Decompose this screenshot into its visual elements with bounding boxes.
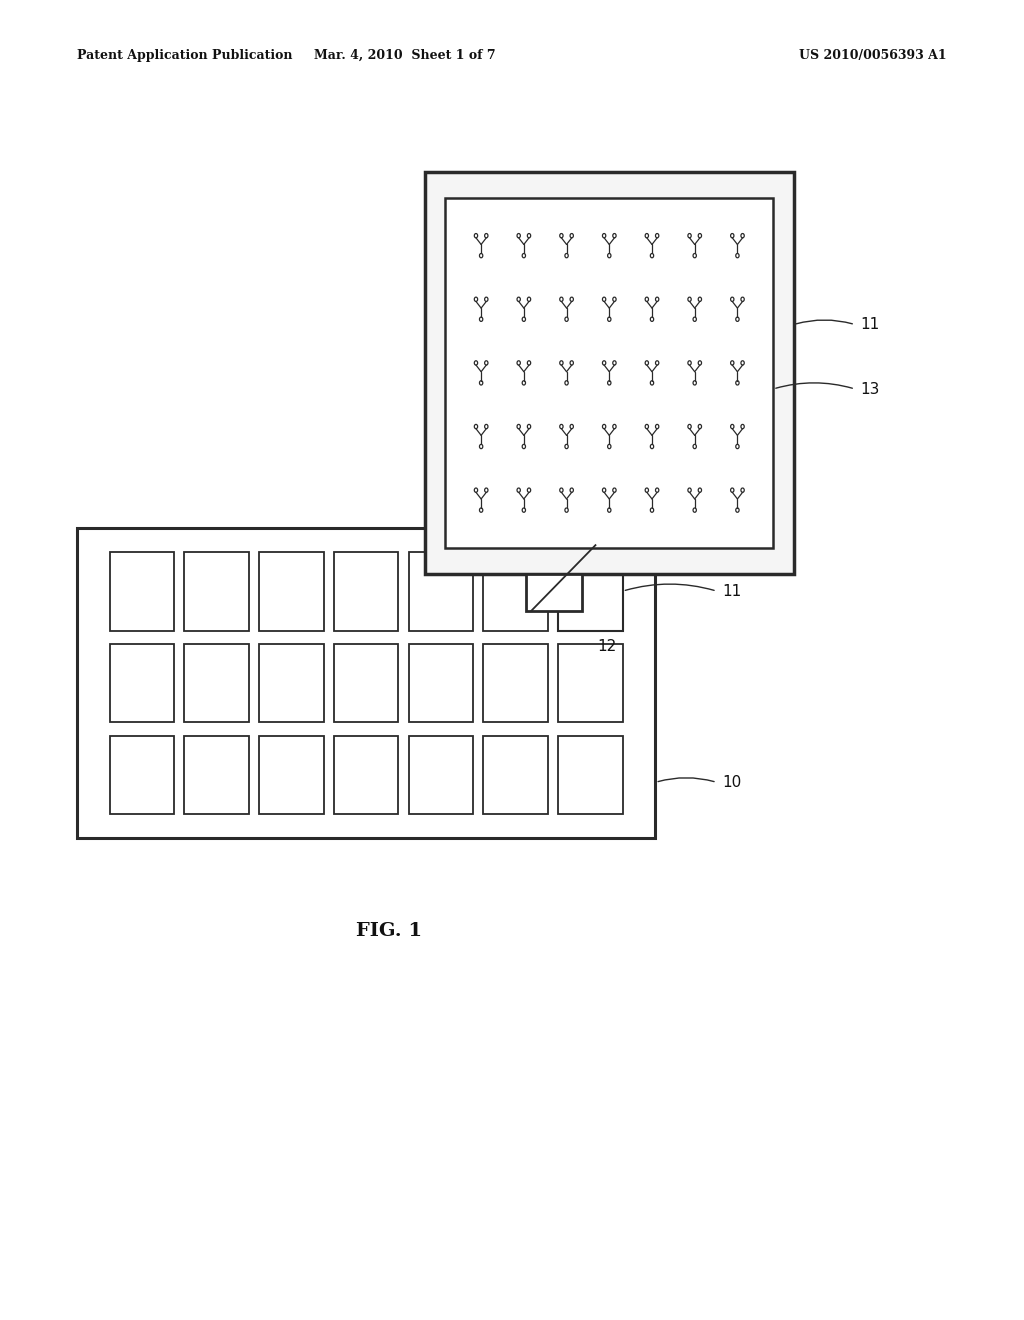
Bar — [425, 172, 794, 574]
Bar — [259, 552, 324, 631]
Bar — [110, 644, 174, 722]
Bar — [409, 735, 473, 814]
Bar — [184, 552, 249, 631]
Bar — [259, 735, 324, 814]
Bar — [558, 552, 623, 631]
Bar — [110, 552, 174, 631]
Bar — [184, 735, 249, 814]
Bar — [558, 552, 623, 631]
Bar — [483, 644, 548, 722]
Bar — [409, 644, 473, 722]
Bar — [409, 552, 473, 631]
Text: US 2010/0056393 A1: US 2010/0056393 A1 — [799, 49, 946, 62]
Bar — [445, 198, 773, 548]
Bar — [483, 735, 548, 814]
Text: 11: 11 — [722, 583, 741, 599]
Text: Mar. 4, 2010  Sheet 1 of 7: Mar. 4, 2010 Sheet 1 of 7 — [313, 49, 496, 62]
Bar — [558, 735, 623, 814]
Bar — [77, 528, 655, 838]
Bar — [184, 644, 249, 722]
Text: 10: 10 — [722, 775, 741, 789]
Text: FIG. 1: FIG. 1 — [356, 921, 422, 940]
Text: 11: 11 — [860, 317, 880, 333]
Bar — [526, 574, 582, 611]
Text: Patent Application Publication: Patent Application Publication — [77, 49, 292, 62]
Bar — [558, 644, 623, 722]
Bar — [334, 644, 398, 722]
Bar — [483, 552, 548, 631]
Bar — [259, 644, 324, 722]
Text: 13: 13 — [860, 381, 880, 396]
Bar — [334, 552, 398, 631]
Text: 12: 12 — [598, 639, 616, 655]
Bar — [110, 735, 174, 814]
Bar — [334, 735, 398, 814]
